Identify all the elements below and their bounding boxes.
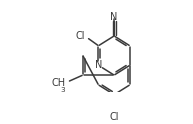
Text: CH: CH (51, 78, 65, 88)
Text: N: N (110, 12, 118, 22)
Text: Cl: Cl (109, 112, 119, 122)
Text: 3: 3 (61, 87, 65, 93)
Text: N: N (95, 60, 102, 70)
Text: Cl: Cl (75, 31, 85, 41)
